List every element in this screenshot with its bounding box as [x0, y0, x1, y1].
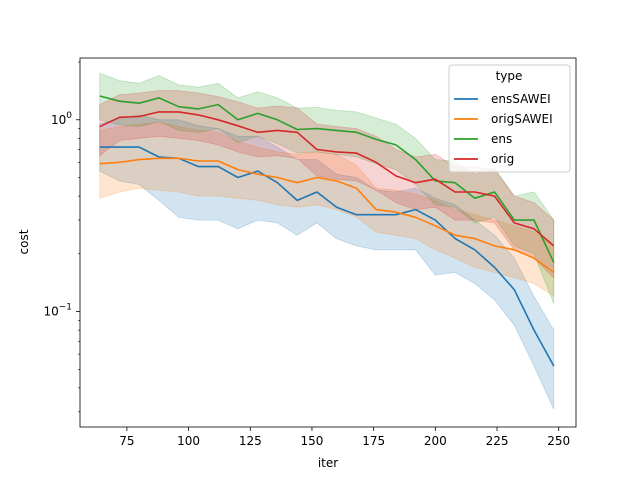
x-tick-label: 100: [177, 434, 200, 448]
x-tick-label: 200: [424, 434, 447, 448]
line-ens: [99, 95, 555, 263]
plot-frame: [79, 57, 577, 428]
y-tick-label: 100: [51, 111, 72, 127]
line-orig: [99, 111, 555, 247]
y-axis-label: cost: [17, 229, 31, 254]
series-lines: [99, 95, 555, 367]
x-tick-label: 250: [547, 434, 570, 448]
y-axis: 10−1 100: [43, 61, 80, 413]
x-tick-label: 225: [486, 434, 509, 448]
legend-label-ensSAWEI: ensSAWEI: [491, 92, 551, 106]
y-tick-label: 10−1: [43, 303, 72, 319]
legend-title: type: [496, 69, 523, 83]
band-ensSAWEI: [99, 114, 555, 410]
x-tick-label: 175: [362, 434, 385, 448]
legend-label-origSAWEI: origSAWEI: [491, 112, 553, 126]
x-axis: 75 100 125 150 175 200 225 250: [119, 427, 570, 448]
legend-label-ens: ens: [491, 132, 512, 146]
band-orig: [99, 90, 555, 279]
x-tick-label: 150: [301, 434, 324, 448]
x-tick-label: 75: [119, 434, 134, 448]
line-origSAWEI: [99, 157, 555, 274]
legend: type ensSAWEI origSAWEI ens orig: [448, 64, 571, 173]
legend-box: [448, 64, 571, 173]
x-tick-label: 125: [239, 434, 262, 448]
legend-label-orig: orig: [491, 152, 514, 166]
x-axis-label: iter: [318, 456, 338, 470]
